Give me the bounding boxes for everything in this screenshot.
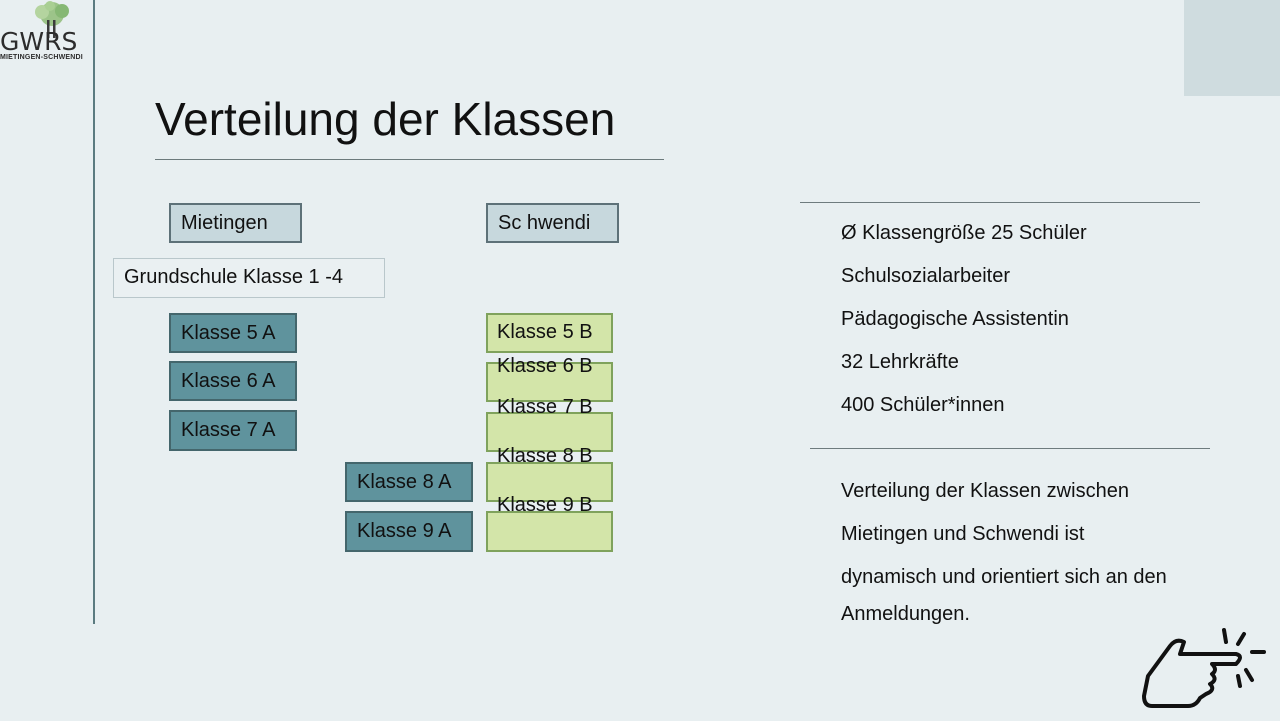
fact-assistant: Pädagogische Assistentin: [841, 308, 1069, 330]
note-line-3: dynamisch und orientiert sich an den: [841, 566, 1167, 588]
class-label-9b: Klasse 9 B: [497, 494, 593, 516]
class-label-8b: Klasse 8 B: [497, 445, 593, 467]
note-line-2: Mietingen und Schwendi ist: [841, 523, 1085, 545]
fact-students: 400 Schüler*innen: [841, 394, 1005, 416]
page-title: Verteilung der Klassen: [155, 93, 616, 145]
class-box-6b: [486, 362, 613, 402]
class-box-9b: [486, 511, 613, 552]
class-box-7b: [486, 412, 613, 452]
facts-top-rule: [800, 202, 1200, 203]
note-line-4: Anmeldungen.: [841, 603, 970, 625]
logo-wordmark: GWRS: [0, 27, 78, 56]
title-underline: [155, 159, 664, 160]
school-logo: GWRS MIETINGEN-SCHWENDI: [0, 0, 95, 70]
class-box-7a: Klasse 7 A: [169, 410, 297, 451]
class-box-8b: [486, 462, 613, 502]
facts-bottom-rule: [810, 448, 1210, 449]
class-box-8a: Klasse 8 A: [345, 462, 473, 502]
class-box-9a: Klasse 9 A: [345, 511, 473, 552]
class-box-5a: Klasse 5 A: [169, 313, 297, 353]
class-label-6b: Klasse 6 B: [497, 355, 593, 377]
fact-class-size: Ø Klassengröße 25 Schüler: [841, 222, 1087, 244]
location-schwendi: Sc hwendi: [486, 203, 619, 243]
class-box-6a: Klasse 6 A: [169, 361, 297, 401]
fact-social-worker: Schulsozialarbeiter: [841, 265, 1010, 287]
location-mietingen: Mietingen: [169, 203, 302, 243]
note-line-1: Verteilung der Klassen zwischen: [841, 480, 1129, 502]
class-label-7b: Klasse 7 B: [497, 396, 593, 418]
class-label-5b: Klasse 5 B: [497, 321, 593, 343]
pointing-hand-icon[interactable]: [1140, 626, 1270, 716]
fact-teachers: 32 Lehrkräfte: [841, 351, 959, 373]
corner-decoration: [1184, 0, 1280, 96]
tree-logo-icon: [35, 1, 69, 38]
class-box-5b: [486, 313, 613, 353]
logo-subtitle: MIETINGEN-SCHWENDI: [0, 54, 83, 61]
vertical-divider: [93, 0, 95, 624]
grundschule-box: Grundschule Klasse 1 -4: [113, 258, 385, 298]
